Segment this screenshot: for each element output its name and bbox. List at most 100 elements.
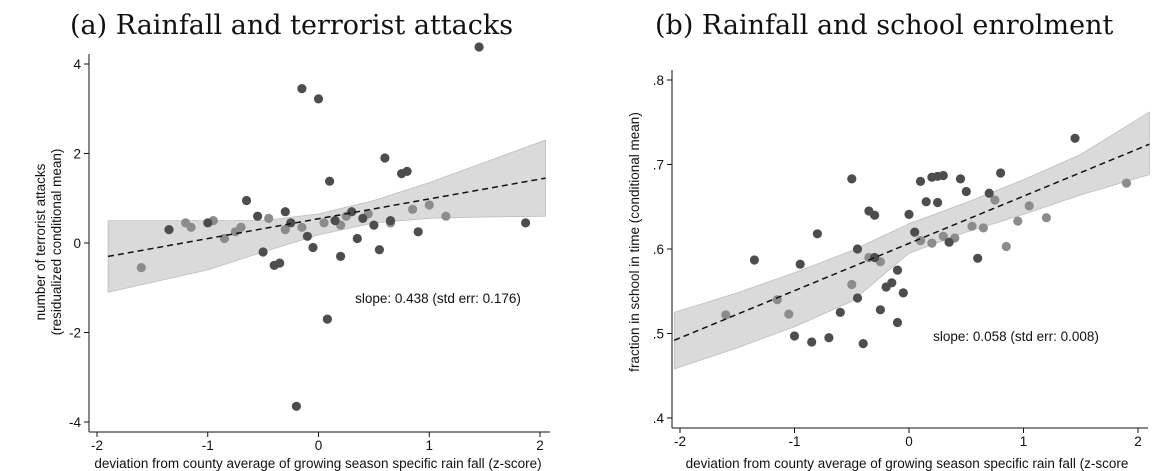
panel-b-chart: -2 -1 0 1 2 .4 .5 .6 .7 .8 deviation from county …	[627, 70, 1150, 471]
panel-b-x-tick-label: -2	[674, 434, 686, 449]
panel-a-slope-annotation: slope: 0.438 (std err: 0.176)	[355, 291, 521, 306]
panel-b-point-dark	[973, 253, 983, 263]
panel-a-point-light	[319, 218, 329, 228]
panel-b-title: (b) Rainfall and school enrolment	[655, 10, 1114, 41]
panel-a-point-dark	[369, 220, 379, 230]
panel-a-point-dark	[322, 314, 332, 324]
panel-b-point-dark	[933, 197, 943, 208]
panel-a-point-light	[408, 204, 418, 214]
panel-a-point-dark	[253, 211, 263, 221]
panel-a-point-dark	[347, 207, 357, 217]
panel-b-y-tick-label: .7	[653, 158, 664, 173]
panel-a-x-tick-label: 0	[315, 438, 323, 453]
panel-a-confidence-band	[107, 139, 546, 293]
panel-b-point-dark	[749, 255, 760, 265]
panel-b-point-dark	[807, 337, 817, 347]
panel-b-point-dark	[944, 237, 954, 247]
panel-a-point-dark	[325, 176, 335, 186]
panel-b-point-light	[927, 238, 937, 248]
panel-a-chart: -2 -1 0 1 2 -4 -2 0 2 4 deviation from county ave…	[33, 42, 550, 471]
panel-a-point-light	[297, 222, 307, 232]
panel-a-point-dark	[203, 218, 213, 228]
panel-a-y-tick-label: 2	[73, 147, 81, 162]
panel-a-point-dark	[164, 225, 174, 235]
panel-b-point-dark	[915, 176, 926, 186]
panel-a-point-light	[441, 211, 451, 221]
panel-b-point-light	[847, 279, 857, 290]
panel-a-point-dark	[275, 258, 285, 268]
panel-b-point-dark	[852, 293, 863, 303]
panel-a-ylabel-line2: (residualized conditional mean)	[49, 149, 64, 336]
panel-b-point-dark	[892, 265, 903, 275]
panel-a-point-dark	[352, 233, 362, 244]
panel-a-point-dark	[313, 94, 324, 104]
panel-a-point-dark	[308, 242, 318, 253]
panel-a-y-tick-label: 4	[73, 57, 81, 72]
panel-a-y-tick-label: 0	[73, 236, 81, 251]
panel-a-point-dark	[521, 218, 531, 228]
panel-a-point-dark	[374, 245, 384, 255]
panel-b-ylabel: fraction in school in time (conditional …	[627, 112, 642, 372]
panel-a-point-dark	[286, 218, 296, 228]
panel-a-point-dark	[280, 207, 290, 217]
panel-b-point-dark	[921, 197, 931, 207]
panel-a-point-dark	[474, 42, 484, 52]
panel-b-point-light	[978, 223, 989, 233]
panel-b-point-dark	[847, 174, 857, 184]
panel-b-point-dark	[961, 186, 971, 197]
panel-b-y-tick-label: .6	[653, 242, 664, 257]
panel-a-y-tick-label: -2	[69, 326, 81, 341]
panel-b-point-light	[1121, 178, 1132, 188]
panel-b-point-light	[967, 221, 977, 231]
panel-b-x-tick-label: -1	[788, 434, 800, 449]
panel-b-point-dark	[870, 210, 880, 220]
panel-b-point-light	[721, 310, 731, 320]
panel-b-point-dark	[789, 331, 800, 341]
panel-b-point-dark	[887, 278, 897, 288]
panel-a-x-tick-label: 1	[425, 438, 433, 453]
panel-a-point-dark	[291, 401, 301, 411]
panel-a-x-tick-label: 2	[536, 438, 544, 453]
panel-b-point-dark	[904, 209, 914, 219]
panel-b-point-dark	[852, 244, 863, 254]
panel-b-point-dark	[938, 170, 948, 181]
panel-a-fit-line	[107, 177, 546, 258]
panel-a-title: (a) Rainfall and terrorist attacks	[70, 10, 514, 41]
panel-b-point-light	[915, 236, 926, 246]
panel-b-point-light	[1001, 241, 1011, 252]
panel-a-point-dark	[413, 227, 423, 237]
panel-b-point-dark	[875, 305, 886, 315]
panel-a-point-dark	[336, 251, 346, 261]
panel-b-point-dark	[984, 188, 994, 198]
panel-b-slope-annotation: slope: 0.058 (std err: 0.008)	[933, 329, 1099, 344]
panel-a-point-dark	[241, 195, 252, 206]
panel-b-point-dark	[812, 229, 823, 239]
panel-b-point-light	[1041, 213, 1051, 223]
panel-b-point-dark	[835, 307, 845, 317]
panel-a-point-light	[264, 213, 274, 223]
panel-b-y-tick-label: .8	[653, 73, 664, 88]
panel-a-xlabel: deviation from county average of growing…	[94, 456, 541, 471]
panel-a-y-tick-label: -4	[69, 415, 81, 430]
panel-b-point-dark	[824, 333, 834, 343]
panel-a-point-dark	[258, 247, 268, 257]
panel-b-x-tick-label: 0	[905, 434, 913, 449]
panel-a-point-dark	[402, 166, 412, 176]
panel-a-x-tick-label: -2	[91, 438, 103, 453]
panel-b-point-dark	[898, 288, 908, 298]
panel-a-point-light	[136, 263, 146, 273]
panel-a-point-dark	[330, 216, 340, 226]
panel-b-y-tick-label: .5	[653, 327, 664, 342]
panel-a-point-light	[280, 225, 290, 235]
panel-b-point-dark	[870, 252, 880, 263]
panel-b-x-tick-label: 1	[1020, 434, 1028, 449]
panel-b-point-dark	[1070, 133, 1080, 143]
panel-a-point-dark	[297, 84, 307, 94]
panel-a-point-dark	[385, 216, 396, 226]
panel-b-confidence-band	[673, 111, 1150, 370]
panel-b-y-tick-label: .4	[653, 411, 665, 426]
panel-b-point-dark	[955, 174, 966, 184]
panel-a-ylabel-line1: number of terrorist attacks	[33, 163, 48, 320]
panel-b-point-light	[990, 195, 1000, 205]
